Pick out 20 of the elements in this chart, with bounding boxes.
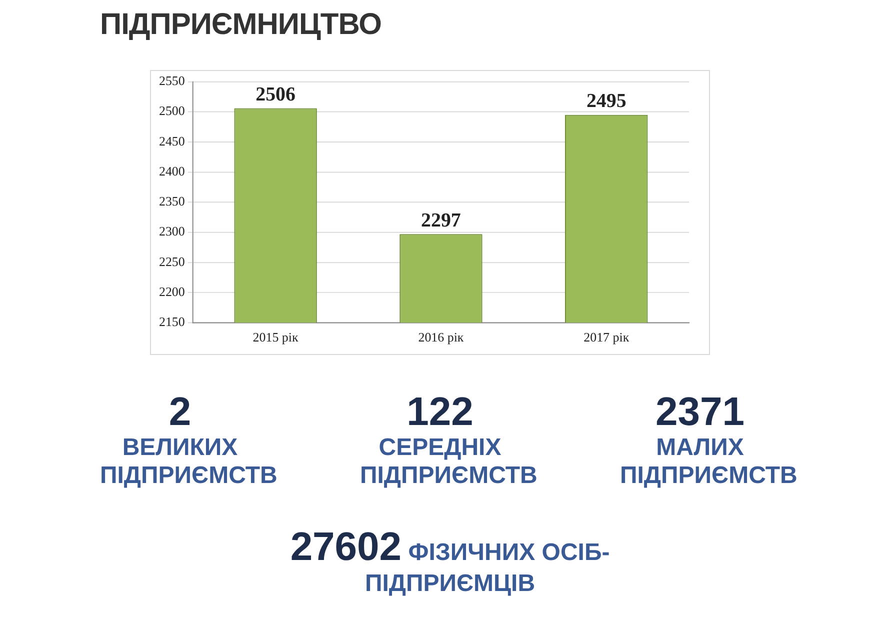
data-label: 2297: [421, 209, 461, 232]
text: 27602 ФІЗИЧНИХ ОСІБ-ПІДПРИЄМЦІВ: [290, 525, 610, 597]
text: 2 ВЕЛИКИХ ПІДПРИЄМСТВ: [99, 390, 278, 490]
y-tick-label: 2500: [158, 103, 185, 118]
x-tick-label: 2017 рік: [584, 330, 630, 345]
y-tick-label: 2300: [158, 224, 185, 239]
y-tick-label: 2450: [158, 133, 185, 148]
y-tick-label: 2150: [158, 314, 185, 330]
y-tick-label: 2200: [158, 284, 185, 299]
chart-title: ПІДПРИЄМНИЦТВО: [100, 8, 382, 42]
data-label: 2506: [256, 83, 296, 106]
text: 122 СЕРЕДНІХ ПІДПРИЄМСТВ: [359, 390, 538, 490]
x-tick-label: 2016 рік: [418, 330, 464, 345]
data-label: 2495: [586, 90, 626, 112]
y-tick-label: 2400: [158, 163, 185, 178]
y-tick-label: 2350: [158, 194, 185, 209]
x-tick-label: 2015 рік: [252, 330, 300, 345]
y-tick-label: 2250: [158, 254, 185, 269]
y-tick-label: 2550: [158, 73, 185, 88]
text: 2371 МАЛИХ ПІДПРИЄМСТВ: [619, 390, 798, 490]
